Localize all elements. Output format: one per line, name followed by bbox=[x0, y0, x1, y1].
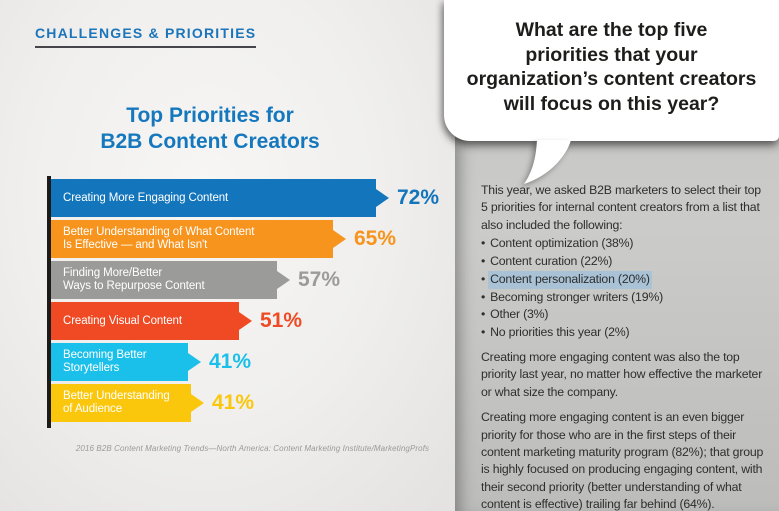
bar-value-label: 41% bbox=[209, 350, 252, 373]
chart-axis-line bbox=[47, 176, 51, 428]
bar-category-label: Creating More Engaging Content bbox=[63, 191, 229, 204]
bullet-icon: • bbox=[481, 307, 486, 322]
bullet-icon: • bbox=[481, 289, 486, 304]
bullet-text: Content curation (22%) bbox=[490, 254, 613, 269]
speech-bubble: What are the top five priorities that yo… bbox=[444, 0, 779, 141]
bar-value-label: 65% bbox=[354, 227, 397, 250]
speech-bubble-tail bbox=[524, 140, 571, 184]
bullet-icon: • bbox=[481, 254, 486, 269]
bar-arrow-tip bbox=[333, 230, 346, 248]
bar-value-label: 72% bbox=[397, 186, 440, 209]
bar-chart: Creating More Engaging Content 72% Better … bbox=[51, 179, 439, 425]
body-paragraph: Creating more engaging content was also … bbox=[481, 350, 763, 399]
list-item: • Becoming stronger writers (19%) bbox=[481, 289, 769, 307]
list-item: • No priorities this year (2%) bbox=[481, 324, 769, 342]
bar: Becoming Better Storytellers bbox=[51, 343, 201, 381]
intro-paragraph: This year, we asked B2B marketers to sel… bbox=[481, 183, 761, 232]
bar-value-label: 51% bbox=[260, 309, 303, 332]
chart-title: Top Priorities for B2B Content Creators bbox=[0, 103, 420, 155]
bar-value-label: 41% bbox=[212, 391, 255, 414]
bar-category-label: Finding More/Better Ways to Repurpose Con… bbox=[63, 267, 205, 292]
question-line3: organization’s content creators bbox=[466, 68, 757, 90]
bar-category-label: Better Understanding of Audience bbox=[63, 390, 170, 415]
bar-row: Finding More/Better Ways to Repurpose Con… bbox=[51, 261, 439, 299]
bar: Creating Visual Content bbox=[51, 302, 252, 340]
chart-title-line1: Top Priorities for bbox=[126, 104, 294, 127]
section-header: CHALLENGES & PRIORITIES bbox=[35, 25, 257, 48]
bar-row: Better Understanding of What Content Is E… bbox=[51, 220, 439, 258]
bar-arrow-tip bbox=[376, 189, 389, 207]
question-line1: What are the top five bbox=[515, 19, 708, 41]
bullet-icon: • bbox=[481, 271, 486, 286]
bar-arrow-tip bbox=[188, 353, 201, 371]
bar-row: Better Understanding of Audience 41% bbox=[51, 384, 439, 422]
bar: Better Understanding of What Content Is E… bbox=[51, 220, 346, 258]
bar-category-label: Better Understanding of What Content Is E… bbox=[63, 226, 255, 251]
bar-category-label: Creating Visual Content bbox=[63, 314, 182, 327]
source-note: 2016 B2B Content Marketing Trends—North … bbox=[75, 444, 430, 453]
question-line4: will focus on this year? bbox=[503, 92, 720, 115]
bar-arrow-tip bbox=[239, 312, 252, 330]
bar-arrow-tip bbox=[191, 394, 204, 412]
question-line2: priorities that your bbox=[525, 43, 698, 66]
bar-value-label: 57% bbox=[298, 268, 341, 291]
bullet-icon: • bbox=[481, 325, 486, 340]
commentary-text: This year, we asked B2B marketers to sel… bbox=[481, 182, 769, 511]
bullet-text: Content optimization (38%) bbox=[490, 236, 634, 251]
bar-category-label: Becoming Better Storytellers bbox=[63, 349, 147, 374]
bullet-text: Other (3%) bbox=[490, 307, 549, 322]
bar-row: Becoming Better Storytellers 41% bbox=[51, 343, 439, 381]
bar: Better Understanding of Audience bbox=[51, 384, 204, 422]
bar: Creating More Engaging Content bbox=[51, 179, 389, 217]
list-item: • Content curation (22%) bbox=[481, 253, 769, 271]
bar-row: Creating More Engaging Content 72% bbox=[51, 179, 439, 217]
bullet-text: Becoming stronger writers (19%) bbox=[490, 289, 663, 304]
bar-row: Creating Visual Content 51% bbox=[51, 302, 439, 340]
bullet-text: No priorities this year (2%) bbox=[490, 325, 630, 340]
list-item: • Other (3%) bbox=[481, 306, 769, 324]
bullet-text-highlighted: Content personalization (20%) bbox=[488, 270, 652, 289]
chart-title-line2: B2B Content Creators bbox=[100, 130, 320, 153]
bar: Finding More/Better Ways to Repurpose Con… bbox=[51, 261, 290, 299]
list-item: • Content personalization (20%) bbox=[481, 270, 769, 289]
bullet-icon: • bbox=[481, 236, 486, 251]
chart-panel: CHALLENGES & PRIORITIES Top Priorities f… bbox=[0, 0, 455, 511]
bar-arrow-tip bbox=[277, 271, 290, 289]
body-paragraph: Creating more engaging content is an eve… bbox=[481, 410, 764, 511]
list-item: • Content optimization (38%) bbox=[481, 235, 769, 253]
survey-question: What are the top five priorities that yo… bbox=[444, 18, 779, 116]
